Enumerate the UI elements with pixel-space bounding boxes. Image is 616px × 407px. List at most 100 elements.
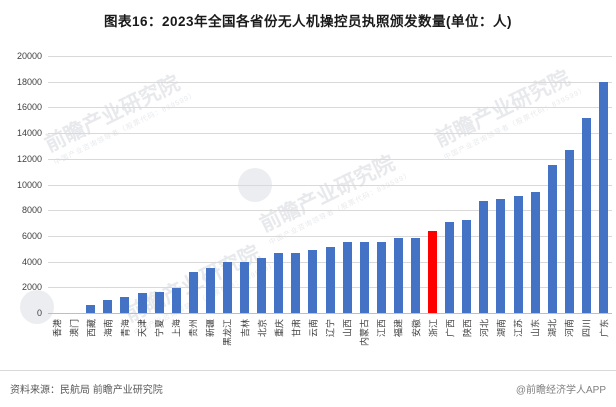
x-axis-label: 安徽	[411, 319, 422, 338]
bar-福建	[393, 238, 403, 313]
x-axis-label: 贵州	[188, 319, 199, 338]
bar-slot	[322, 56, 339, 313]
x-slot: 山西	[339, 317, 356, 373]
bar-贵州	[188, 272, 198, 313]
x-slot: 广西	[441, 317, 458, 373]
x-axis-label: 新疆	[205, 319, 216, 338]
bar-slot	[236, 56, 253, 313]
x-slot: 北京	[253, 317, 270, 373]
y-axis-tick: 12000	[16, 153, 42, 164]
bar-highlight-浙江	[428, 231, 438, 313]
x-slot: 上海	[168, 317, 185, 373]
bar-slot	[424, 56, 441, 313]
bar-slot	[65, 56, 82, 313]
brand-note: @前瞻经济学人APP	[515, 385, 606, 396]
x-axis-label: 上海	[171, 319, 182, 338]
bar-slot	[578, 56, 595, 313]
bar-陕西	[462, 220, 472, 313]
y-axis-tick: 6000	[21, 230, 42, 241]
x-slot: 陕西	[458, 317, 475, 373]
plot-area	[48, 56, 612, 314]
bar-slot	[544, 56, 561, 313]
bar-广西	[445, 222, 455, 313]
bar-slot	[492, 56, 509, 313]
gridline	[48, 56, 612, 57]
x-axis-label: 黑龙江	[222, 319, 233, 347]
x-axis-label: 江苏	[513, 319, 524, 338]
bar-山西	[342, 242, 352, 313]
x-slot: 广东	[595, 317, 612, 373]
source-note: 资料来源：民航局 前瞻产业研究院	[10, 385, 163, 396]
bar-slot	[475, 56, 492, 313]
y-axis-tick: 14000	[16, 128, 42, 139]
x-axis-label: 内蒙古	[359, 319, 370, 347]
x-axis-label: 广东	[599, 319, 610, 338]
bar-slot	[304, 56, 321, 313]
x-slot: 湖北	[544, 317, 561, 373]
x-axis-label: 江西	[376, 319, 387, 338]
x-slot: 甘肃	[287, 317, 304, 373]
bar-slot	[99, 56, 116, 313]
x-axis-label: 湖南	[496, 319, 507, 338]
bar-内蒙古	[359, 242, 369, 313]
x-axis-label: 山东	[530, 319, 541, 338]
bar-slot	[287, 56, 304, 313]
bar-江西	[376, 242, 386, 313]
x-slot: 吉林	[236, 317, 253, 373]
bar-slot	[561, 56, 578, 313]
chart-title: 图表16：2023年全国各省份无人机操控员执照颁发数量(单位：人)	[103, 14, 513, 29]
x-slot: 江苏	[510, 317, 527, 373]
bar-slot	[373, 56, 390, 313]
bar-slot	[253, 56, 270, 313]
bar-series	[48, 56, 612, 313]
bar-slot	[270, 56, 287, 313]
x-axis-label: 澳门	[69, 319, 80, 338]
x-axis-label: 吉林	[240, 319, 251, 338]
bar-slot	[82, 56, 99, 313]
bar-slot	[441, 56, 458, 313]
bar-上海	[171, 288, 181, 313]
bar-宁夏	[154, 292, 164, 313]
x-axis-label: 陕西	[462, 319, 473, 338]
gridline	[48, 184, 612, 186]
bar-吉林	[240, 262, 250, 313]
x-slot: 河南	[561, 317, 578, 373]
y-axis-tick: 4000	[21, 256, 42, 267]
x-slot: 黑龙江	[219, 317, 236, 373]
footer-divider	[0, 370, 616, 371]
bar-重庆	[274, 253, 284, 313]
x-axis: 香港 澳门 西藏 海南 青海 天津 宁夏 上海 贵州 新疆 黑龙江 吉林 北京 重庆 甘肃 云南 辽宁 山西 内蒙古…	[48, 317, 612, 373]
x-axis-label: 云南	[308, 319, 319, 338]
x-axis-label: 浙江	[428, 319, 439, 338]
bar-slot	[202, 56, 219, 313]
x-slot: 青海	[116, 317, 133, 373]
x-slot: 澳门	[65, 317, 82, 373]
bar-湖南	[496, 199, 506, 313]
y-axis-tick: 10000	[16, 179, 42, 190]
x-axis-label: 四川	[581, 319, 592, 338]
gridline	[48, 133, 612, 135]
bar-slot	[185, 56, 202, 313]
bar-slot	[219, 56, 236, 313]
x-slot: 香港	[48, 317, 65, 373]
x-axis-label: 青海	[120, 319, 131, 338]
bar-广东	[599, 82, 609, 313]
x-slot: 内蒙古	[356, 317, 373, 373]
y-axis-tick: 18000	[16, 76, 42, 87]
bar-slot	[595, 56, 612, 313]
x-slot: 福建	[390, 317, 407, 373]
x-slot: 重庆	[270, 317, 287, 373]
x-slot: 天津	[133, 317, 150, 373]
x-axis-label: 河北	[479, 319, 490, 338]
x-slot: 安徽	[407, 317, 424, 373]
y-axis-tick: 20000	[16, 51, 42, 61]
x-axis-label: 香港	[52, 319, 63, 338]
y-axis-tick: 8000	[21, 205, 42, 216]
gridline	[48, 313, 612, 314]
x-slot: 江西	[373, 317, 390, 373]
x-slot: 西藏	[82, 317, 99, 373]
bar-西藏	[86, 305, 96, 313]
bar-山东	[530, 192, 540, 313]
bar-slot	[356, 56, 373, 313]
